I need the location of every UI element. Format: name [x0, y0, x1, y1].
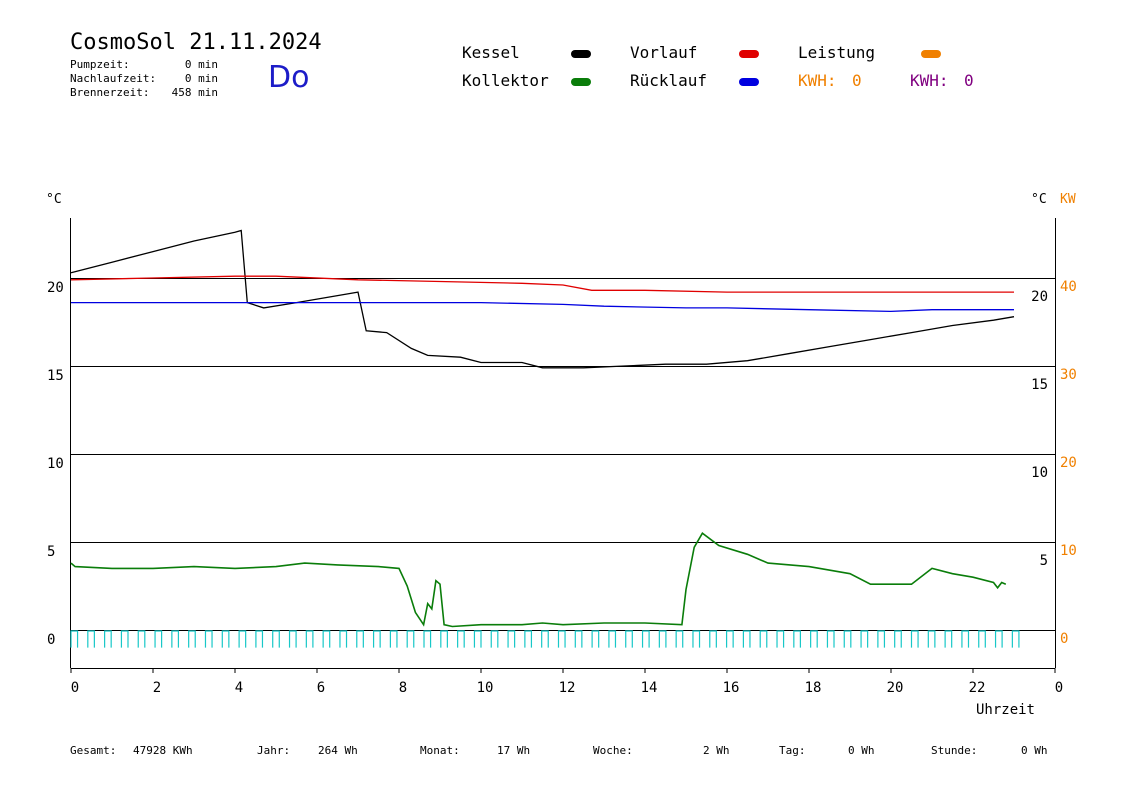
stat-pumpzeit-value: 0 min: [184, 58, 218, 71]
weekday-label: Do: [268, 60, 310, 95]
footer-stat-value: 0 Wh: [1021, 744, 1048, 757]
y-tick-label-right: 15: [1031, 377, 1048, 393]
legend-kessel-label: Kessel: [462, 43, 520, 62]
footer-stat-label: Monat:: [420, 744, 460, 757]
legend-vorlauf-swatch: [739, 50, 759, 58]
series-vorlauf: [70, 275, 1014, 293]
legend-ruecklauf-label: Rücklauf: [630, 71, 708, 90]
footer-stat-value: 264 Wh: [318, 744, 358, 757]
kw-tick-label: 40: [1060, 279, 1077, 295]
legend-kwh1-value: 0: [852, 71, 862, 90]
legend-kwh1-label: KWH:: [798, 71, 837, 90]
footer-stat-label: Stunde:: [931, 744, 978, 757]
legend-kwh2-label: KWH:: [910, 71, 949, 90]
series-kollektor: [70, 532, 1007, 628]
stat-nachlaufzeit-value: 0 min: [184, 72, 218, 85]
y-tick-label-right: 10: [1031, 465, 1048, 481]
stat-brennerzeit-label: Brennerzeit:: [70, 86, 150, 99]
legend-kessel-swatch: [571, 50, 591, 58]
stat-brennerzeit-value: 458 min: [171, 86, 218, 99]
footer-stat-label: Jahr:: [257, 744, 291, 757]
kw-tick-label: 10: [1060, 543, 1077, 559]
y-tick-label-left: 10: [47, 456, 64, 472]
legend-leistung-swatch: [921, 50, 941, 58]
xlabel: Uhrzeit: [976, 702, 1035, 718]
y-tick-label-right: 5: [1040, 553, 1048, 569]
footer-stat-label: Gesamt:: [70, 744, 117, 757]
x-tick-label: 6: [317, 680, 325, 696]
ylabel-right: °C: [1031, 192, 1047, 207]
x-tick-label: 20: [887, 680, 904, 696]
page-title: CosmoSol 21.11.2024: [70, 30, 322, 55]
series-leistung-pulses: [70, 630, 1020, 648]
footer-stat-label: Woche:: [593, 744, 633, 757]
footer-stat-value: 0 Wh: [848, 744, 875, 757]
y-tick-label-left: 20: [47, 280, 64, 296]
ylabel-left: °C: [46, 192, 62, 207]
legend-kollektor-swatch: [571, 78, 591, 86]
footer-stat-value: 17 Wh: [497, 744, 531, 757]
x-tick-label: 2: [153, 680, 161, 696]
ylabel-right-kw: KW: [1060, 192, 1076, 207]
y-tick-label-left: 0: [47, 632, 55, 648]
x-tick-label: 12: [559, 680, 576, 696]
x-tick-label: 18: [805, 680, 822, 696]
legend-vorlauf-label: Vorlauf: [630, 43, 698, 62]
x-tick-label: 22: [969, 680, 986, 696]
kw-tick-label: 30: [1060, 367, 1077, 383]
legend-leistung-label: Leistung: [798, 43, 876, 62]
kw-tick-label: 0: [1060, 631, 1068, 647]
stat-pumpzeit-label: Pumpzeit:: [70, 58, 130, 71]
series-kessel: [70, 229, 1015, 369]
y-tick-label-left: 15: [47, 368, 64, 384]
x-tick-label: 0: [1055, 680, 1063, 696]
stat-nachlaufzeit-label: Nachlaufzeit:: [70, 72, 157, 85]
kw-tick-label: 20: [1060, 455, 1077, 471]
legend-kwh2-value: 0: [964, 71, 974, 90]
footer-stat-value: 47928 KWh: [133, 744, 193, 757]
y-tick-label-right: 20: [1031, 289, 1048, 305]
x-tick-label: 8: [399, 680, 407, 696]
series-ruecklauf: [71, 301, 1014, 313]
footer-stat-value: 2 Wh: [703, 744, 730, 757]
x-tick-label: 10: [477, 680, 494, 696]
legend-kollektor-label: Kollektor: [462, 71, 549, 90]
legend-ruecklauf-swatch: [739, 78, 759, 86]
x-tick-label: 0: [71, 680, 79, 696]
x-tick-label: 14: [641, 680, 658, 696]
x-tick-label: 4: [235, 680, 243, 696]
footer-stat-label: Tag:: [779, 744, 806, 757]
x-tick-label: 16: [723, 680, 740, 696]
y-tick-label-left: 5: [47, 544, 55, 560]
